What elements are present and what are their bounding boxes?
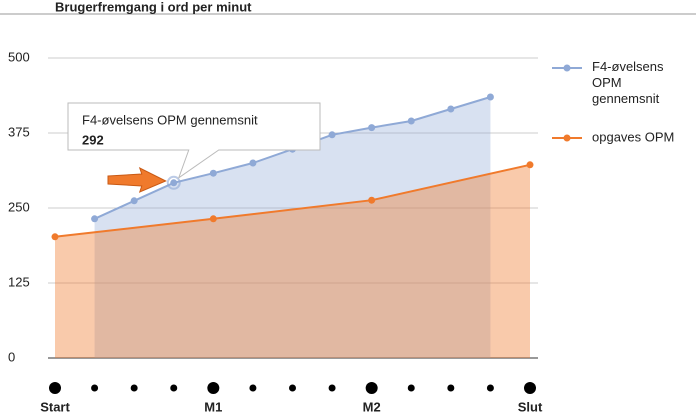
y-tick-label: 250 [8,199,30,214]
category-dot [49,382,61,394]
tooltip-value: 292 [82,132,104,147]
point [328,131,336,139]
area [55,164,530,358]
legend-label: F4-øvelsens OPM gennemsnit [592,59,664,106]
category-dot [249,384,257,392]
category-dot [170,384,178,392]
point [91,215,99,223]
category-dot [524,382,536,394]
tooltip-halo [166,175,181,190]
y-tick-label: 500 [8,49,30,64]
x-tick-label: M2 [363,399,381,413]
point [368,124,376,132]
legend-label: opgaves OPM [592,129,674,144]
category-dot [91,384,99,392]
legend-swatch-dot [563,64,571,72]
point [170,179,178,187]
category-dot [207,382,220,394]
chart-title: Brugerfremgang i ord per minut [55,0,252,14]
y-tick-label: 0 [8,349,15,364]
point [130,197,138,205]
category-dot [447,384,455,392]
line [54,163,531,238]
legend-swatch-dot [563,134,571,142]
x-tick-label: Slut [518,399,543,413]
category-dot [130,384,138,392]
callout-arrow [107,167,167,193]
y-tick-label: 375 [8,124,30,139]
x-tick-label: Start [40,399,70,413]
category-dot [407,384,415,392]
point [209,215,217,223]
point [447,105,455,113]
category-dot [328,384,336,392]
point [368,196,376,204]
point [526,161,534,169]
tooltip-box [67,102,321,180]
category-dot [289,384,296,392]
point [209,169,217,177]
point [249,159,257,167]
x-tick-label: M1 [204,399,222,413]
category-dot [365,382,378,394]
point [486,93,494,101]
point [51,233,59,241]
area [94,97,491,358]
y-tick-label: 125 [8,274,30,289]
point [407,117,415,125]
tooltip-name: F4-øvelsens OPM gennemsnit [82,112,258,127]
category-dot [486,384,494,392]
